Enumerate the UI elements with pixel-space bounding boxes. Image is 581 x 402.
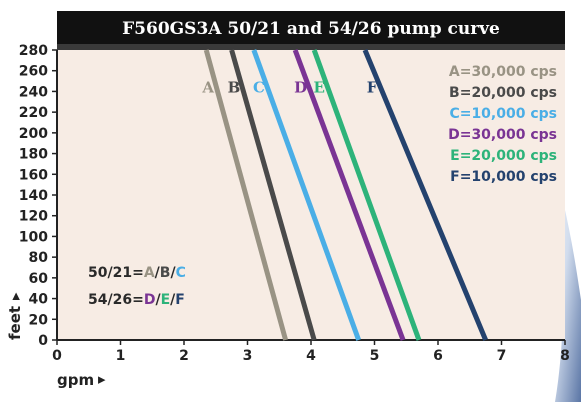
legend-entry-c: C=10,000 cps: [449, 106, 557, 122]
series-line-b: [229, 49, 317, 341]
annotation-letter-d: D: [144, 292, 156, 308]
annotation-1: 50/21=A/B/C: [88, 265, 186, 281]
y-tick-label: 140: [19, 188, 48, 204]
legend-entry-b: B=20,000 cps: [449, 85, 557, 101]
x-axis-label-text: gpm: [57, 371, 94, 389]
series-line-e: [311, 49, 422, 341]
y-tick-label: 200: [19, 126, 48, 142]
x-tick-label: 4: [306, 348, 316, 364]
series-line-d: [292, 49, 406, 341]
annotation-2: 54/26=D/E/F: [88, 292, 185, 308]
y-tick-label: 40: [29, 292, 49, 308]
y-tick-label: 100: [19, 229, 48, 245]
y-tick-label: 180: [19, 147, 48, 163]
annotation-separator: /: [170, 292, 176, 308]
x-tick-label: 5: [370, 348, 380, 364]
y-tick-label: 260: [19, 64, 48, 80]
annotation-letter-f: F: [175, 292, 185, 308]
series-label-b: B: [228, 78, 241, 96]
title-bar-shadow: [57, 44, 565, 50]
annotation-separator: /: [155, 292, 161, 308]
annotation-prefix: 50/21=: [88, 265, 144, 281]
annotation-separator: /: [170, 265, 176, 281]
annotation-letter-e: E: [161, 292, 171, 308]
series-line-c: [251, 49, 361, 341]
annotation-separator: /: [155, 265, 161, 281]
y-tick-label: 120: [19, 209, 48, 225]
legend-entry-f: F=10,000 cps: [450, 169, 557, 185]
y-axis-arrow-icon: ▸: [6, 292, 24, 300]
series-label-e: E: [314, 78, 325, 96]
x-tick-label: 7: [497, 348, 507, 364]
legend-entry-a: A=30,000 cps: [449, 64, 557, 80]
series-label-f: F: [367, 78, 378, 96]
y-axis-label-text: feet: [6, 306, 24, 340]
series-line-f: [362, 49, 488, 341]
x-axis-label: gpm ▸: [57, 370, 106, 389]
annotation-letter-a: A: [144, 265, 155, 281]
x-tick-label: 3: [243, 348, 253, 364]
x-tick-label: 1: [116, 348, 126, 364]
series-line-a: [203, 49, 289, 341]
x-tick-label: 2: [179, 348, 189, 364]
x-tick-label: 8: [560, 348, 570, 364]
legend-entry-e: E=20,000 cps: [450, 148, 557, 164]
y-tick-label: 60: [29, 271, 49, 287]
annotation-letter-b: B: [160, 265, 171, 281]
title-bar: [57, 11, 565, 46]
series-label-d: D: [294, 78, 307, 96]
x-tick-label: 6: [433, 348, 443, 364]
annotation-prefix: 54/26=: [88, 292, 144, 308]
y-axis-label: feet ▸: [6, 292, 24, 340]
y-tick-label: 220: [19, 105, 48, 121]
y-tick-label: 20: [29, 312, 49, 328]
x-axis-arrow-icon: ▸: [98, 370, 106, 388]
series-label-a: A: [201, 78, 214, 96]
chart-title: F560GS3A 50/21 and 54/26 pump curve: [122, 19, 500, 39]
series-label-c: C: [253, 78, 265, 96]
x-tick-label: 0: [52, 348, 62, 364]
annotation-letter-c: C: [176, 265, 186, 281]
legend-entry-d: D=30,000 cps: [448, 127, 557, 143]
y-tick-label: 80: [29, 250, 49, 266]
y-tick-label: 0: [38, 333, 48, 349]
y-tick-label: 160: [19, 167, 48, 183]
y-tick-label: 240: [19, 84, 48, 100]
y-tick-label: 280: [19, 43, 48, 59]
